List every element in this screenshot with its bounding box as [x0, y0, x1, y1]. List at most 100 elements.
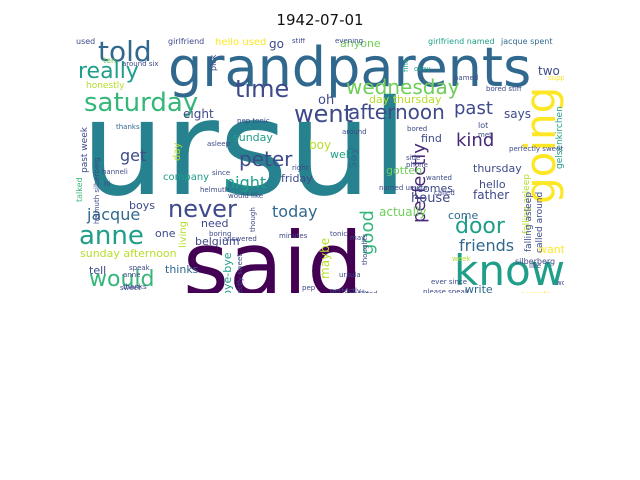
word-sweet: sweet: [120, 284, 141, 292]
word-never: never: [168, 195, 237, 223]
word-named: named: [454, 74, 479, 82]
word-know: know: [454, 246, 564, 293]
word-jacque-spent: jacque spent: [501, 38, 553, 46]
word-silberberg: silberberg: [515, 257, 556, 266]
word-jacque: jacque: [87, 205, 141, 224]
word-well: well: [330, 148, 352, 161]
word-go: go: [269, 38, 284, 51]
word-day: day: [172, 142, 183, 161]
word-really: really: [78, 59, 139, 84]
word-around: around: [342, 128, 367, 136]
word-past: past: [454, 98, 493, 119]
word-told: told: [98, 38, 152, 68]
word-since: since: [212, 169, 231, 177]
word-ursul: ursul: [81, 72, 409, 226]
word-want: want: [538, 243, 564, 256]
word-lot: lot: [478, 121, 489, 130]
word-company: company: [163, 172, 210, 183]
word-called-around: called around: [535, 191, 545, 254]
word-anyone: anyone: [340, 38, 381, 50]
word-talked: talked: [76, 177, 84, 202]
word-tell: tell: [89, 264, 107, 277]
word-come: come: [448, 209, 479, 222]
word-named-ursula: named ursula: [379, 184, 428, 192]
word-kind: kind: [456, 130, 495, 151]
word-realized: realized: [350, 291, 378, 294]
word-boring: boring: [209, 230, 232, 238]
word-anne: anne: [123, 271, 141, 279]
word-saturday: saturday: [84, 88, 199, 118]
word-though: though: [249, 207, 257, 233]
word-day-thursday: day thursday: [369, 93, 442, 106]
word-maybe: maybe: [318, 237, 332, 279]
word-six: six: [359, 289, 369, 294]
word-around-six: around six: [122, 60, 159, 68]
word-called: called: [434, 189, 455, 197]
word-ursula: ursula: [339, 271, 361, 279]
word-honestly: honestly: [86, 81, 125, 91]
word-door: door: [455, 214, 505, 239]
word-boy: boy: [309, 138, 332, 152]
word-thursday: thursday: [473, 162, 522, 175]
word-helmuth: helmuth: [200, 186, 230, 194]
word-boys: boys: [129, 199, 155, 212]
word-today: today: [272, 202, 318, 221]
word-hello: hello: [479, 178, 506, 191]
word-wanted: wanted: [426, 174, 452, 182]
word-phone: phone: [406, 161, 428, 169]
word-speak: speak: [129, 264, 150, 272]
word-wednesday: wednesday: [346, 75, 460, 99]
word-thanks: thanks: [116, 123, 140, 131]
word-bye-bye: bye-bye: [221, 252, 234, 293]
word-girlfriend: girlfriend: [168, 38, 205, 46]
word-bored-stiff: bored stiff: [486, 85, 522, 93]
word-sunday-afternoon: sunday afternoon: [80, 247, 177, 260]
word-actually: actually: [379, 205, 427, 219]
word-bored: bored: [407, 125, 428, 133]
word-two: two: [538, 64, 560, 78]
word-perfectly: perfectly: [330, 287, 362, 294]
word-father: father: [473, 188, 510, 202]
word-right: right: [292, 164, 309, 172]
word-ten: ten: [103, 56, 117, 65]
word-anne: anne: [79, 221, 144, 251]
word-met: met: [478, 131, 492, 139]
word-ever-since: ever since: [431, 278, 468, 286]
word-used: used: [76, 38, 96, 46]
word-word: word: [556, 279, 564, 287]
word-hi: hi: [104, 180, 111, 188]
word-time: time: [235, 75, 290, 103]
word-helmuth-silberberg: helmuth silberberg: [93, 157, 101, 224]
word-get: get: [120, 146, 147, 165]
word-would-like: would like: [228, 192, 264, 200]
word-evening: evening: [335, 38, 364, 45]
word-friday: friday: [281, 172, 313, 185]
word-supposed: supposed: [548, 74, 564, 82]
word-pep-tonic: pep tonic: [237, 117, 270, 125]
word-past-week: past week: [80, 126, 90, 173]
word-answered: answered: [223, 235, 257, 243]
word-house: house: [411, 191, 451, 206]
word-living: living: [178, 221, 189, 248]
word-belgium: belgium: [195, 235, 240, 248]
word-perfectly-sweet: perfectly sweet: [236, 253, 244, 293]
word-went: went: [294, 100, 354, 128]
word-sunday: sunday: [233, 131, 273, 144]
word-need: need: [201, 217, 229, 230]
word-hanneli: hanneli: [102, 168, 128, 176]
word-thanks: thanks: [123, 283, 147, 291]
word-pep: pep: [302, 284, 316, 292]
word-gelsenkirchen: gelsenkirchen: [555, 106, 564, 170]
word-would: would: [89, 267, 155, 292]
word-one: one: [155, 227, 176, 240]
word-gotten: gotten: [386, 164, 423, 177]
word-oh: oh: [318, 93, 335, 108]
word-fine: fine: [402, 58, 410, 72]
word-eight: eight: [183, 107, 214, 121]
word-afternoon: afternoon: [348, 100, 445, 124]
word-cloud: ursul said grandparents going know told saturd…: [76, 38, 564, 293]
word-may: may: [350, 234, 366, 242]
word-parents: parents: [520, 291, 550, 294]
word-like: like: [529, 262, 542, 270]
word-tonic: tonic: [330, 230, 348, 238]
